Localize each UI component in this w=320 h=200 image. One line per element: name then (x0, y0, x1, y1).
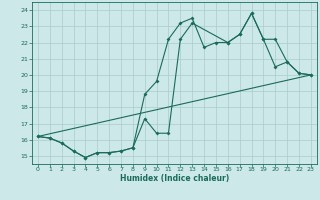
X-axis label: Humidex (Indice chaleur): Humidex (Indice chaleur) (120, 174, 229, 183)
